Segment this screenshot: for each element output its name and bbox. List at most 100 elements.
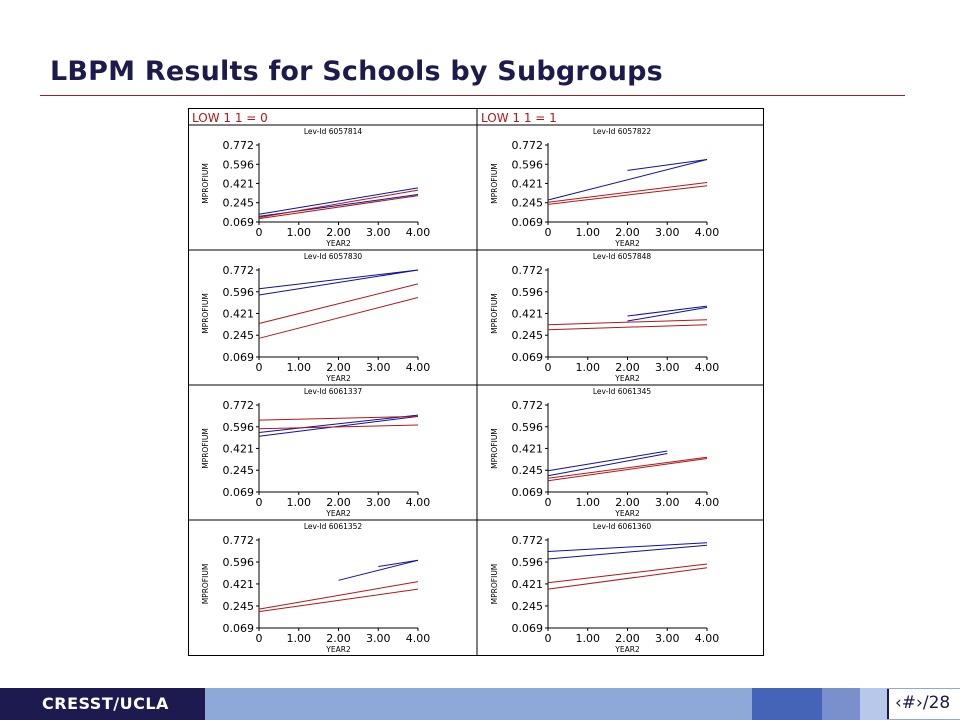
x-tick-label: 1.00 [287, 632, 312, 645]
x-tick-label: 2.00 [615, 361, 640, 374]
x-tick-label: 1.00 [576, 496, 601, 509]
y-tick-label: 0.245 [512, 329, 544, 342]
x-tick-label: 4.00 [406, 496, 431, 509]
x-tick-label: 1.00 [287, 361, 312, 374]
panel-title: Lev-Id 6057848 [593, 252, 652, 261]
slide-title: LBPM Results for Schools by Subgroups [50, 56, 663, 87]
y-tick-label: 0.772 [223, 399, 255, 412]
series-line [258, 415, 419, 421]
series-line [547, 458, 708, 482]
x-tick-label: 2.00 [326, 632, 351, 645]
column-header: LOW 1 1 = 0 [192, 111, 268, 125]
panel-title: Lev-Id 6057830 [304, 252, 363, 261]
lbpm-panel-chart: LOW 1 1 = 0 LOW 1 1 = 1 Lev-Id 6057814 0.77… [188, 108, 764, 656]
y-tick-label: 0.596 [223, 158, 255, 171]
y-tick-label: 0.772 [512, 264, 544, 277]
x-tick-label: 4.00 [406, 632, 431, 645]
x-tick-label: 0 [545, 226, 552, 239]
y-tick-label: 0.245 [512, 197, 544, 210]
series-line [378, 559, 419, 567]
y-tick-label: 0.069 [512, 216, 544, 229]
x-tick-label: 4.00 [406, 361, 431, 374]
x-tick-label: 0 [256, 226, 263, 239]
x-tick-label: 3.00 [366, 496, 391, 509]
y-axis-label: MPROFIUM [201, 293, 210, 334]
panel-title: Lev-Id 6061337 [304, 387, 363, 396]
series-line [258, 297, 419, 339]
series-line [258, 581, 419, 610]
y-tick-label: 0.421 [512, 578, 544, 591]
series-line [258, 283, 419, 324]
y-tick-label: 0.245 [223, 329, 255, 342]
y-axis-label: MPROFIUM [490, 564, 499, 605]
series-line [258, 269, 419, 296]
series-line [258, 269, 419, 290]
page-number-box: ‹#›/28 [887, 689, 960, 719]
y-tick-label: 0.421 [223, 578, 255, 591]
x-tick-label: 4.00 [695, 226, 720, 239]
footer-accent-block [860, 688, 887, 720]
y-tick-label: 0.772 [512, 534, 544, 547]
footer-accent-block [752, 688, 822, 720]
x-tick-label: 1.00 [576, 361, 601, 374]
series-line [258, 187, 419, 215]
y-tick-label: 0.421 [512, 307, 544, 320]
y-tick-label: 0.596 [223, 556, 255, 569]
x-tick-label: 3.00 [655, 226, 680, 239]
x-tick-label: 0 [256, 496, 263, 509]
y-axis-label: MPROFIUM [490, 163, 499, 204]
y-tick-label: 0.069 [223, 486, 255, 499]
x-axis-label: YEAR2 [614, 374, 640, 383]
y-axis-label: MPROFIUM [201, 564, 210, 605]
x-tick-label: 0 [545, 496, 552, 509]
series-line [547, 544, 708, 560]
x-axis-label: YEAR2 [325, 509, 351, 518]
series-line [547, 185, 708, 205]
x-tick-label: 1.00 [576, 632, 601, 645]
x-tick-label: 0 [545, 632, 552, 645]
series-line [627, 305, 708, 317]
series-line [258, 424, 419, 430]
x-tick-label: 1.00 [287, 496, 312, 509]
x-tick-label: 1.00 [287, 226, 312, 239]
y-tick-label: 0.772 [223, 264, 255, 277]
x-tick-label: 3.00 [366, 632, 391, 645]
y-tick-label: 0.069 [223, 622, 255, 635]
y-tick-label: 0.069 [512, 622, 544, 635]
series-line [627, 159, 708, 171]
series-line [547, 563, 708, 584]
series-line [547, 319, 708, 326]
y-tick-label: 0.069 [512, 351, 544, 364]
series-line [547, 159, 708, 201]
series-line [258, 415, 419, 437]
x-tick-label: 4.00 [695, 496, 720, 509]
y-tick-label: 0.421 [512, 177, 544, 190]
x-axis-label: YEAR2 [325, 374, 351, 383]
y-tick-label: 0.772 [223, 139, 255, 152]
x-tick-label: 4.00 [695, 361, 720, 374]
x-tick-label: 2.00 [326, 226, 351, 239]
x-axis-label: YEAR2 [614, 645, 640, 654]
y-tick-label: 0.245 [223, 197, 255, 210]
y-axis-label: MPROFIUM [490, 428, 499, 469]
y-tick-label: 0.245 [512, 600, 544, 613]
x-axis-label: YEAR2 [614, 239, 640, 248]
x-tick-label: 2.00 [615, 632, 640, 645]
series-line [547, 450, 668, 472]
y-tick-label: 0.596 [512, 286, 544, 299]
x-tick-label: 3.00 [366, 361, 391, 374]
series-line [547, 182, 708, 203]
y-axis-label: MPROFIUM [201, 428, 210, 469]
series-line [547, 453, 668, 477]
series-line [547, 456, 708, 479]
panel-title: Lev-Id 6061360 [593, 522, 652, 531]
x-tick-label: 2.00 [615, 226, 640, 239]
y-tick-label: 0.069 [512, 486, 544, 499]
footer-brand-block [0, 688, 205, 720]
x-tick-label: 0 [256, 632, 263, 645]
y-tick-label: 0.421 [223, 307, 255, 320]
x-tick-label: 4.00 [406, 226, 431, 239]
y-tick-label: 0.245 [223, 464, 255, 477]
panel-title: Lev-Id 6057814 [304, 127, 363, 136]
x-tick-label: 2.00 [615, 496, 640, 509]
